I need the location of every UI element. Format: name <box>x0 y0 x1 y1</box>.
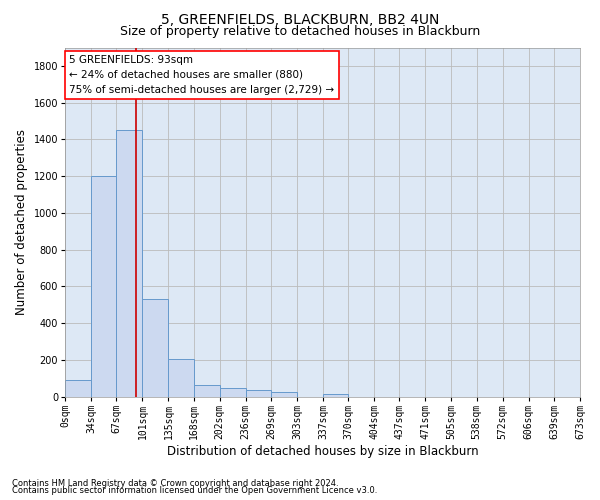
Bar <box>91 176 116 397</box>
Y-axis label: Number of detached properties: Number of detached properties <box>15 129 28 315</box>
Bar <box>220 388 245 397</box>
Bar <box>323 394 348 397</box>
Bar <box>142 300 169 397</box>
Bar <box>169 359 194 397</box>
Bar <box>65 380 91 397</box>
Bar <box>271 392 297 397</box>
Bar <box>245 390 271 397</box>
Text: 5 GREENFIELDS: 93sqm
← 24% of detached houses are smaller (880)
75% of semi-deta: 5 GREENFIELDS: 93sqm ← 24% of detached h… <box>69 55 334 95</box>
Text: 5, GREENFIELDS, BLACKBURN, BB2 4UN: 5, GREENFIELDS, BLACKBURN, BB2 4UN <box>161 12 439 26</box>
Text: Contains HM Land Registry data © Crown copyright and database right 2024.: Contains HM Land Registry data © Crown c… <box>12 478 338 488</box>
Bar <box>116 130 142 397</box>
Text: Contains public sector information licensed under the Open Government Licence v3: Contains public sector information licen… <box>12 486 377 495</box>
Text: Size of property relative to detached houses in Blackburn: Size of property relative to detached ho… <box>120 25 480 38</box>
Bar <box>194 385 220 397</box>
X-axis label: Distribution of detached houses by size in Blackburn: Distribution of detached houses by size … <box>167 444 478 458</box>
